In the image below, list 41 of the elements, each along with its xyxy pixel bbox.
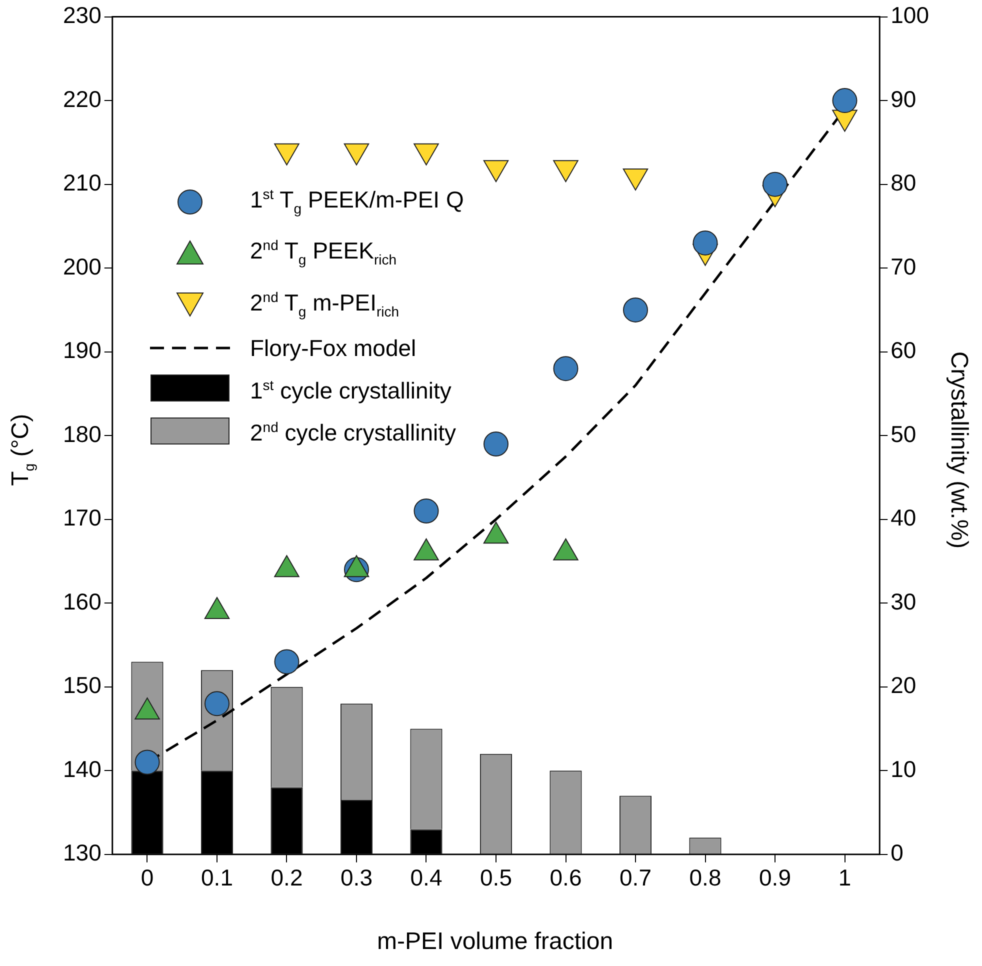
y2-tick-label: 90 — [890, 86, 916, 112]
y-tick-label: 230 — [63, 2, 102, 28]
x-axis-title: m-PEI volume fraction — [377, 928, 614, 956]
legend-label: Flory-Fox model — [250, 334, 416, 363]
y-tick-label: 140 — [63, 756, 102, 782]
y-tick-label: 220 — [63, 86, 102, 112]
y2-axis-title: Crystallinity (wt.%) — [944, 351, 972, 549]
y2-tick-label: 0 — [890, 840, 904, 866]
y-tick-label: 170 — [63, 504, 102, 531]
y2-tick-label: 80 — [890, 170, 916, 196]
y-tick-label: 160 — [63, 588, 102, 614]
x-tick-label: 0.7 — [620, 864, 652, 891]
legend-label: 2$^{nd}$ T$_{g}$ m-PEI$_{rich}$ — [250, 288, 400, 322]
legend-label: 2$^{nd}$ T$_{g}$ PEEK$_{rich}$ — [250, 236, 397, 270]
x-tick-label: 0.4 — [410, 864, 442, 891]
y2-tick-label: 20 — [890, 672, 916, 698]
legend-label: 1$^{st}$ cycle crystallinity — [250, 376, 452, 406]
y-tick-label: 190 — [63, 337, 102, 364]
y-tick-label: 200 — [63, 253, 102, 280]
y-tick-label: 180 — [63, 420, 102, 447]
legend-label: 1$^{st}$ T$_{g}$ PEEK/m-PEI Q — [250, 185, 464, 218]
x-tick-label: 0.5 — [480, 864, 512, 891]
legend-label: 2$^{nd}$ cycle crystallinity — [250, 418, 456, 448]
y-tick-label: 130 — [63, 840, 102, 866]
x-tick-label: 1 — [838, 864, 852, 891]
y2-tick-label: 10 — [890, 756, 916, 782]
y2-tick-label: 50 — [890, 420, 916, 447]
x-tick-label: 0.1 — [201, 864, 233, 891]
y-tick-label: 150 — [63, 672, 102, 698]
y-tick-label: 210 — [63, 170, 102, 196]
x-tick-label: 0 — [140, 864, 154, 891]
x-tick-label: 0.8 — [689, 864, 722, 891]
y2-tick-label: 40 — [890, 504, 916, 531]
x-tick-label: 0.3 — [340, 864, 372, 891]
x-tick-label: 0.2 — [270, 864, 303, 891]
y2-tick-label: 30 — [890, 588, 916, 614]
x-tick-label: 0.9 — [759, 864, 791, 891]
y2-tick-label: 70 — [890, 253, 916, 280]
y2-tick-label: 60 — [890, 337, 916, 364]
y2-tick-label: 100 — [890, 2, 929, 28]
x-tick-label: 0.6 — [550, 864, 582, 891]
